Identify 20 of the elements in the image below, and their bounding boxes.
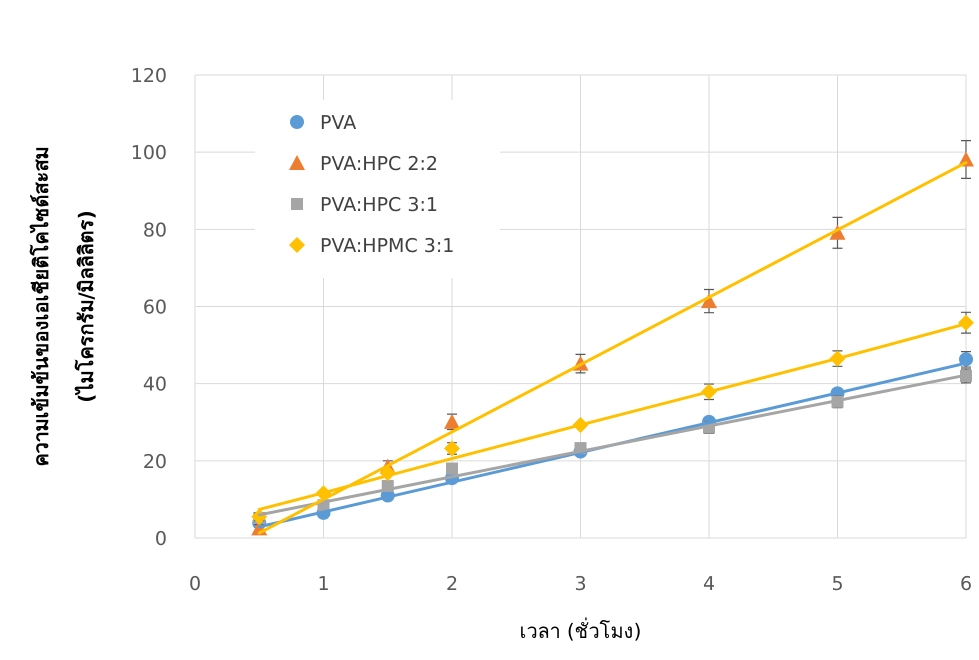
y-tick-label: 40 [142, 374, 167, 396]
legend-label: PVA:HPC 3:1 [320, 194, 438, 216]
legend-label: PVA:HPC 2:2 [320, 153, 438, 175]
legend-label: PVA:HPMC 3:1 [320, 235, 454, 257]
x-tick-label: 6 [960, 573, 972, 595]
y-tick-label: 80 [142, 219, 167, 242]
y-tick-label: 120 [130, 65, 167, 87]
x-tick-label: 3 [574, 573, 587, 595]
x-tick-label: 5 [831, 573, 844, 595]
y-tick-label: 0 [154, 528, 167, 550]
x-tick-label: 0 [188, 573, 202, 595]
y-tick-label: 60 [142, 296, 167, 318]
y-tick-label: 20 [142, 450, 167, 473]
x-tick-label: 2 [446, 573, 458, 595]
y-axis-title: ความเข้มข้นของเอเชียติโคไซด์สะสม (ไมโครกรัม/มิลลิลิตร) [29, 146, 98, 466]
x-tick-label: 1 [317, 573, 330, 595]
x-axis-title: เวลา (ชั่วโมง) [520, 617, 642, 643]
legend-label: PVA [320, 112, 356, 134]
x-tick-label: 4 [702, 573, 716, 595]
y-tick-label: 100 [130, 142, 167, 164]
